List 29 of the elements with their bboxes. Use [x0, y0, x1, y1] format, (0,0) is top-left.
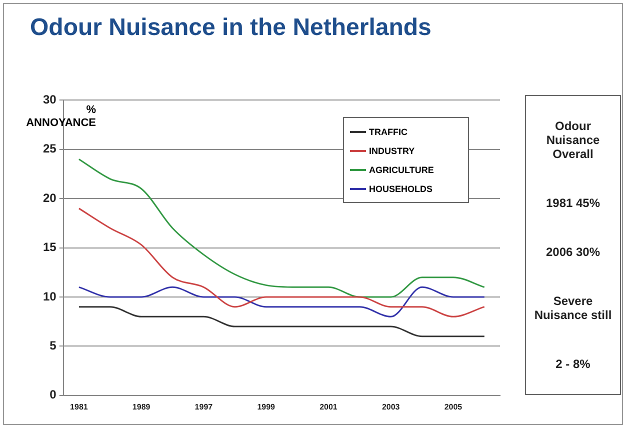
y-tick-label: 20: [42, 190, 57, 205]
legend-label: HOUSEHOLDS: [369, 184, 433, 194]
x-tick-label: 1989: [132, 402, 151, 412]
text: 2006 30%: [544, 244, 602, 259]
x-tick-label: 1997: [194, 402, 214, 412]
legend-label: AGRICULTURE: [369, 164, 434, 174]
y-tick-label: 30: [42, 92, 57, 107]
line-series: [78, 208, 486, 318]
text: Severe Nuisance still: [533, 294, 613, 322]
legend-label: INDUSTRY: [369, 146, 415, 156]
y-tick-label: 25: [42, 142, 57, 156]
line-series: [78, 158, 486, 298]
x-tick-label: 2005: [444, 402, 463, 412]
y-tick-label: 5: [50, 338, 57, 353]
x-tick-label: 1981: [70, 402, 88, 412]
text: Odour Nuisance Overall: [545, 119, 601, 162]
line-series: [78, 306, 486, 338]
line-series: [78, 286, 486, 318]
text: 1981 45%: [544, 196, 602, 210]
x-tick-label: 2003: [382, 402, 400, 412]
legend-label: TRAFFIC: [369, 126, 408, 136]
y-tick-label: 10: [42, 289, 57, 304]
y-axis-title: % ANNOYANCE: [26, 104, 96, 129]
text: 2 - 8%: [554, 356, 592, 371]
x-tick-label: 2001: [320, 402, 338, 412]
y-tick-label: 0: [50, 388, 57, 402]
chart-title: Odour Nuisance in the Netherlands: [30, 14, 432, 42]
y-tick-label: 15: [42, 240, 57, 254]
x-tick-label: 1999: [257, 402, 276, 412]
